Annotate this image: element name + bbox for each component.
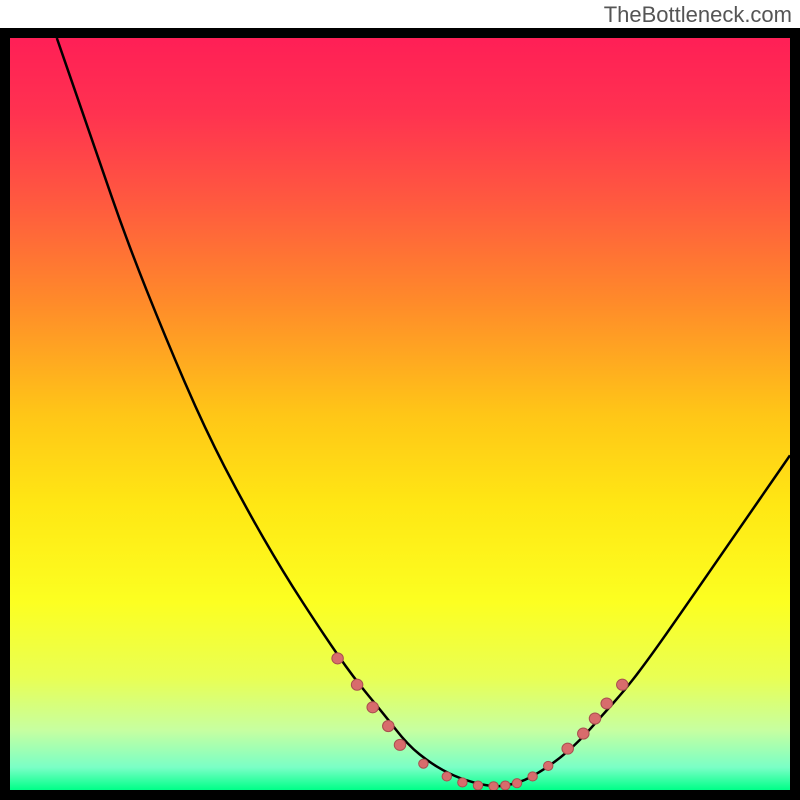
- chart-svg: [10, 38, 790, 790]
- threshold-marker: [578, 728, 589, 739]
- threshold-marker: [394, 739, 405, 750]
- threshold-marker: [367, 702, 378, 713]
- threshold-marker: [458, 778, 467, 787]
- threshold-marker: [617, 679, 628, 690]
- threshold-marker: [419, 759, 428, 768]
- threshold-marker: [512, 779, 521, 788]
- threshold-marker: [332, 653, 343, 664]
- threshold-marker: [562, 743, 573, 754]
- threshold-marker: [473, 781, 482, 790]
- threshold-marker: [442, 772, 451, 781]
- gradient-background: [10, 38, 790, 790]
- chart-frame: TheBottleneck.com: [0, 0, 800, 800]
- threshold-marker: [589, 713, 600, 724]
- chart-outer-black: [0, 28, 800, 800]
- threshold-marker: [543, 761, 552, 770]
- threshold-marker: [528, 772, 537, 781]
- threshold-marker: [601, 698, 612, 709]
- threshold-marker: [383, 721, 394, 732]
- threshold-marker: [351, 679, 362, 690]
- plot-area: [10, 38, 790, 790]
- attribution-watermark: TheBottleneck.com: [604, 2, 792, 28]
- threshold-marker: [501, 781, 510, 790]
- threshold-marker: [489, 782, 498, 790]
